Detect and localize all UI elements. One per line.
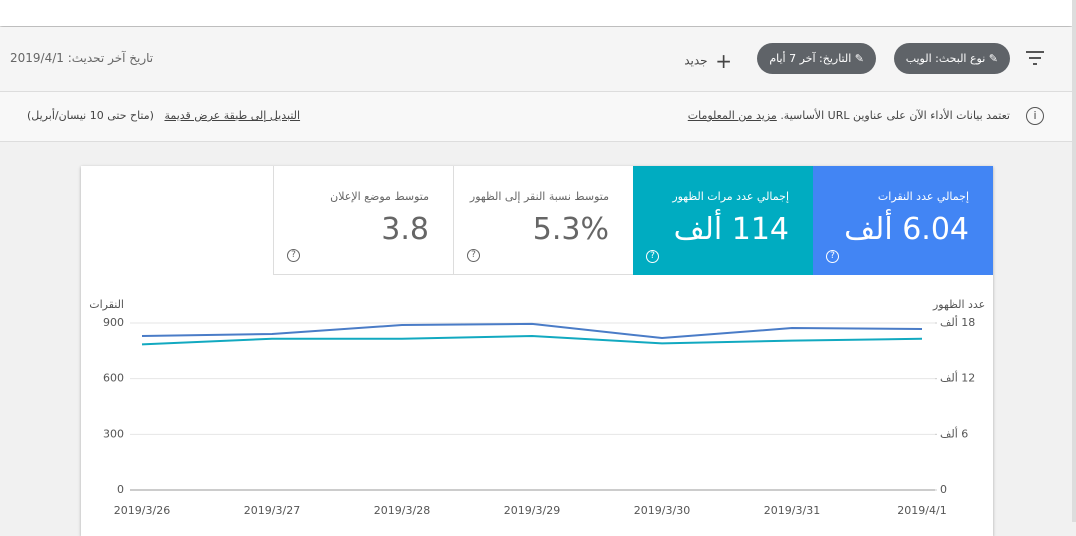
more-info-link[interactable]: مزيد من المعلومات (687, 109, 777, 122)
last-update: تاريخ آخر تحديث: 2019/4/1 (10, 51, 154, 65)
metric-value: 3.8 (381, 212, 429, 247)
metric-label: متوسط موضع الإعلان (330, 190, 429, 203)
metric-label: متوسط نسبة النقر إلى الظهور (469, 190, 609, 203)
performance-card: إجمالي عدد النقرات 6.04 ألف? إجمالي عدد م… (81, 166, 993, 536)
metric-label: إجمالي عدد مرات الظهور (672, 190, 789, 203)
metric-value: 114 ألف (673, 212, 789, 247)
notice-message: تعتمد بيانات الأداء الآن على عناوين URL … (780, 109, 1010, 122)
metric-tile[interactable]: إجمالي عدد النقرات 6.04 ألف? (813, 166, 993, 275)
chip-text: التاريخ: آخر 7 أيام (769, 52, 852, 65)
notice-bar: i تعتمد بيانات الأداء الآن على عناوين UR… (0, 92, 1072, 142)
new-filter[interactable]: + جديد (684, 49, 732, 73)
filter-chip[interactable]: ✎ نوع البحث: الويب (893, 43, 1010, 74)
toolbar: ✎ نوع البحث: الويب ✎ التاريخ: آخر 7 أيام… (0, 27, 1072, 92)
metric-tile[interactable]: متوسط موضع الإعلان 3.8? (273, 166, 453, 275)
metric-label: إجمالي عدد النقرات (877, 190, 969, 203)
metric-value: 6.04 ألف (844, 212, 969, 247)
switch-note: (متاح حتى 10 نيسان/أبريل) (27, 109, 154, 122)
help-icon[interactable]: ? (646, 250, 659, 263)
help-icon[interactable]: ? (287, 249, 300, 262)
chip-text: نوع البحث: الويب (905, 52, 986, 65)
switch-link[interactable]: التبديل إلى طبقة عرض قديمة (164, 109, 301, 122)
info-icon: i (1026, 107, 1044, 125)
switch-text: التبديل إلى طبقة عرض قديمة (متاح حتى 10 … (27, 109, 300, 122)
metric-value: 5.3% (532, 212, 609, 247)
filter-chip[interactable]: ✎ التاريخ: آخر 7 أيام (757, 43, 876, 74)
filter-icon[interactable] (1026, 51, 1044, 65)
notice-text: تعتمد بيانات الأداء الآن على عناوين URL … (688, 109, 1010, 122)
scrollbar[interactable] (1072, 0, 1076, 522)
metric-tile[interactable]: متوسط نسبة النقر إلى الظهور 5.3%? (453, 166, 633, 275)
help-icon[interactable]: ? (826, 250, 839, 263)
new-text: جديد (684, 53, 708, 68)
help-icon[interactable]: ? (467, 249, 480, 262)
metric-tile[interactable]: إجمالي عدد مرات الظهور 114 ألف? (633, 166, 813, 275)
top-bar (0, 0, 1072, 26)
